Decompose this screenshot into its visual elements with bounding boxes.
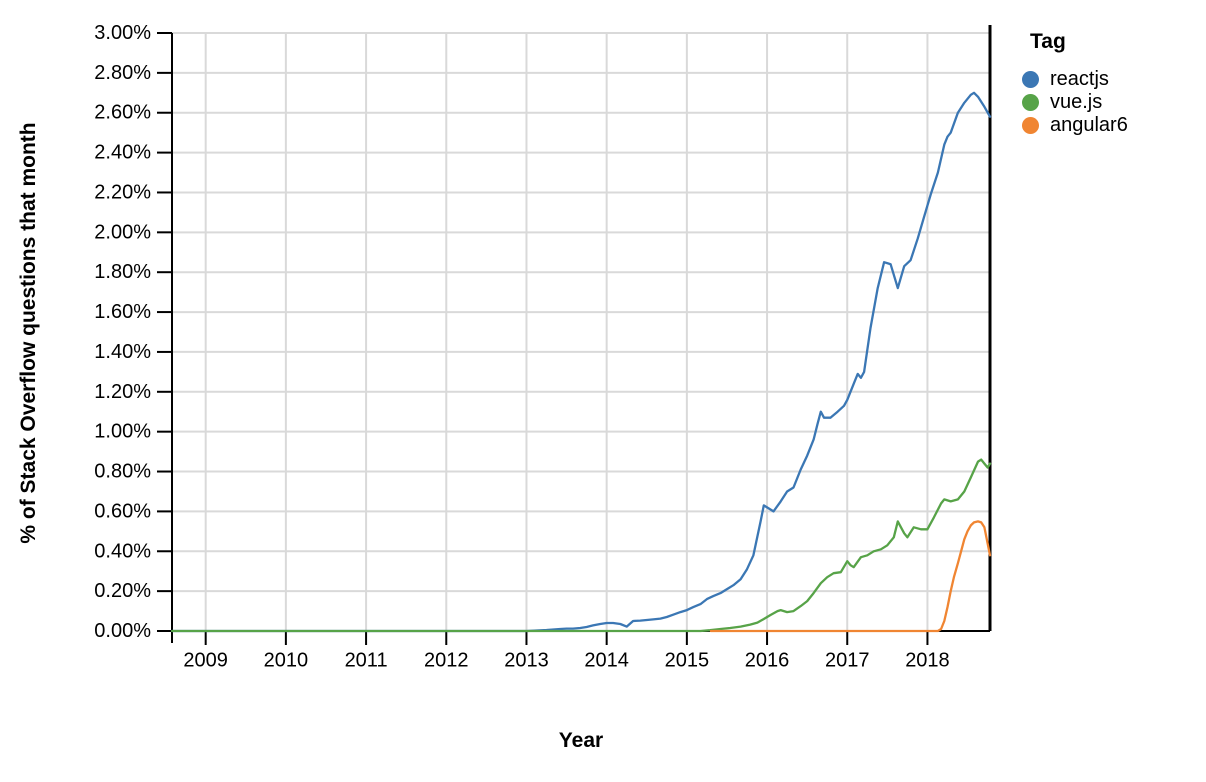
legend-item-reactjs: reactjs [1022, 68, 1128, 91]
x-tick-label: 2018 [905, 650, 950, 672]
x-tick-label: 2012 [424, 650, 469, 672]
legend-item-angular6: angular6 [1022, 114, 1128, 137]
y-tick-label: 0.80% [94, 461, 151, 483]
y-tick-label: 0.20% [94, 580, 151, 602]
legend-swatch-circle-icon [1022, 71, 1039, 88]
y-tick-label: 2.80% [94, 62, 151, 84]
x-tick-label: 2014 [584, 650, 629, 672]
x-tick-label: 2009 [183, 650, 228, 672]
legend-items: reactjs vue.js angular6 [1022, 68, 1128, 137]
x-axis-title: Year [558, 729, 604, 752]
y-tick-label: 0.00% [94, 620, 151, 642]
y-tick-label: 1.80% [94, 261, 151, 283]
y-tick-label: 3.00% [94, 22, 151, 44]
legend-swatch-circle-icon [1022, 94, 1039, 111]
legend-item-label: reactjs [1050, 68, 1109, 90]
series-line-angular6 [709, 520, 992, 633]
legend-swatch-circle-icon [1022, 117, 1039, 134]
y-tick-label: 2.40% [94, 142, 151, 164]
y-tick-label: 0.40% [94, 540, 151, 562]
legend-item-label: vue.js [1050, 91, 1103, 113]
legend-title: Tag [1030, 30, 1066, 53]
y-tick-label: 2.20% [94, 181, 151, 203]
y-tick-label: 1.00% [94, 421, 151, 443]
y-tick-label: 0.60% [94, 500, 151, 522]
y-tick-label: 1.20% [94, 381, 151, 403]
y-tick-label: 1.60% [94, 301, 151, 323]
series-line-reactjs [170, 91, 992, 633]
series-line-vue.js [170, 458, 992, 633]
y-tick-label: 1.40% [94, 341, 151, 363]
x-tick-label: 2015 [665, 650, 710, 672]
y-tick-label: 2.00% [94, 221, 151, 243]
x-tick-label: 2017 [825, 650, 870, 672]
x-tick-label: 2011 [345, 650, 388, 672]
legend-item-label: angular6 [1050, 114, 1128, 136]
x-tick-label: 2016 [745, 650, 790, 672]
x-tick-label: 2013 [504, 650, 549, 672]
legend-item-vue.js: vue.js [1022, 91, 1128, 114]
y-tick-label: 2.60% [94, 102, 151, 124]
y-axis-title: % of Stack Overflow questions that month [17, 122, 40, 544]
x-tick-label: 2010 [264, 650, 309, 672]
legend: Tag reactjs vue.js angular6 [1022, 30, 1128, 137]
